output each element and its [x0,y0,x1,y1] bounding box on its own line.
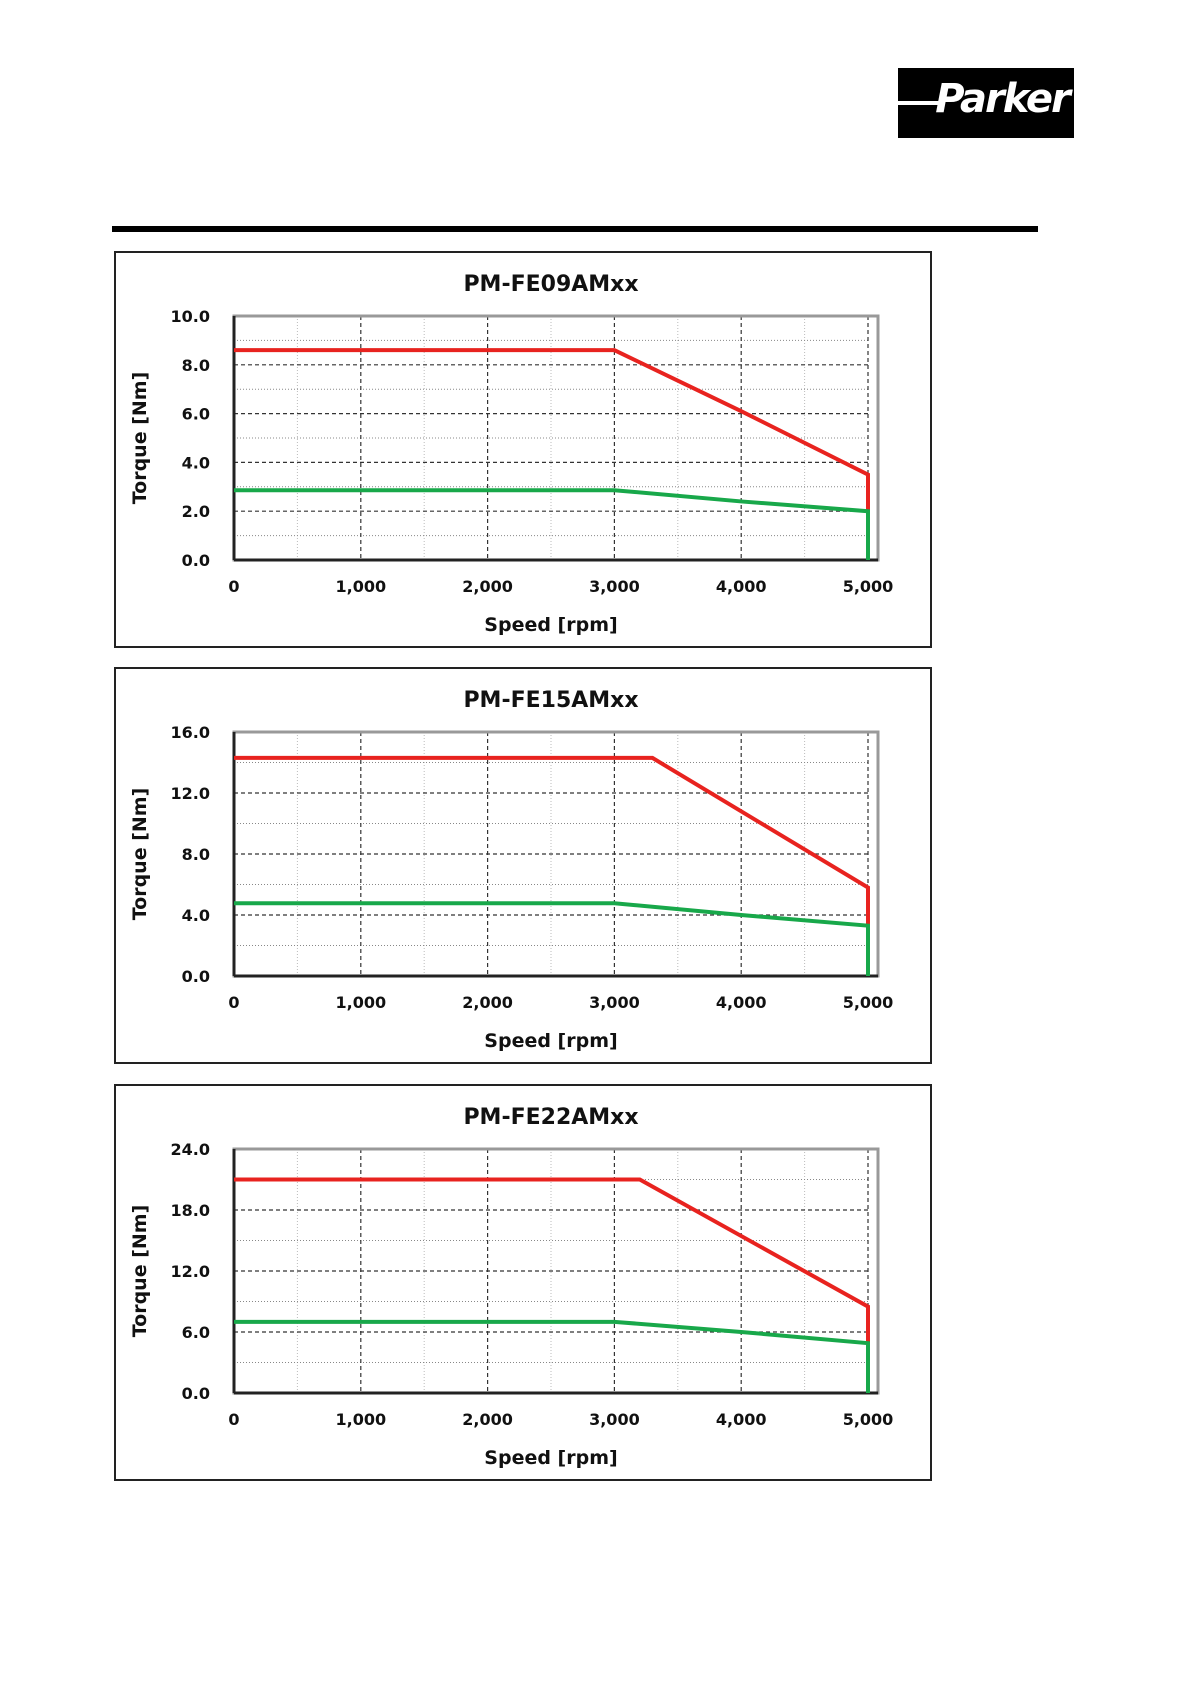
x-tick-label: 5,000 [843,577,894,596]
y-axis-label: Torque [Nm] [129,788,151,921]
chart-title: PM-FE09AMxx [463,272,638,297]
chart-title: PM-FE22AMxx [463,1105,638,1130]
x-tick-label: 3,000 [589,993,640,1012]
torque-chart-fe22: PM-FE22AMxx 0.0 6.0 12.0 18.0 24.0 0 1,000 2,000… [129,1105,894,1469]
x-tick-label: 2,000 [462,577,513,596]
x-tick-label: 4,000 [716,1410,767,1429]
y-tick-label: 6.0 [182,405,210,424]
x-tick-label: 0 [228,577,239,596]
x-tick-label: 4,000 [716,577,767,596]
parker-logo: Parker [898,68,1074,138]
y-tick-label: 12.0 [171,1262,210,1281]
y-tick-label: 0.0 [182,551,210,570]
x-tick-label: 3,000 [589,577,640,596]
y-tick-label: 10.0 [171,307,210,326]
series-line-peak [234,1177,870,1393]
torque-chart-fe15: PM-FE15AMxx 0.0 4.0 8.0 12.0 16.0 0 1,000 2,000 3… [129,688,894,1052]
y-axis-label: Torque [Nm] [129,372,151,505]
series-line-continuous [234,488,870,560]
torque-chart-fe09: PM-FE09AMxx 0.0 2.0 4.0 6.0 8.0 10.0 0 1,000 2,00… [129,272,894,636]
y-tick-label: 16.0 [171,723,210,742]
x-tick-label: 3,000 [589,1410,640,1429]
y-tick-label: 24.0 [171,1140,210,1159]
x-tick-label: 2,000 [462,993,513,1012]
y-tick-label: 6.0 [182,1323,210,1342]
x-tick-label: 0 [228,993,239,1012]
x-axis-label: Speed [rpm] [484,614,617,636]
y-tick-label: 4.0 [182,453,210,472]
x-axis-label: Speed [rpm] [484,1447,617,1469]
chart-panel-fe22: PM-FE22AMxx 0.0 6.0 12.0 18.0 24.0 0 1,000 2,000… [114,1084,932,1481]
y-tick-label: 0.0 [182,1384,210,1403]
logo-bar [898,101,942,105]
y-tick-label: 8.0 [182,356,210,375]
series-line-peak [234,348,870,560]
x-tick-label: 4,000 [716,993,767,1012]
y-axis-label: Torque [Nm] [129,1205,151,1338]
header-rule [112,226,1038,232]
x-axis-label: Speed [rpm] [484,1030,617,1052]
chart-panel-fe15: PM-FE15AMxx 0.0 4.0 8.0 12.0 16.0 0 1,000 2,000 3… [114,667,932,1064]
x-tick-label: 1,000 [335,993,386,1012]
series-line-peak [234,755,870,976]
x-tick-label: 0 [228,1410,239,1429]
series-line-continuous [234,1319,870,1393]
x-tick-label: 1,000 [335,1410,386,1429]
x-tick-label: 5,000 [843,993,894,1012]
y-tick-label: 2.0 [182,502,210,521]
y-tick-label: 0.0 [182,967,210,986]
x-tick-label: 5,000 [843,1410,894,1429]
y-tick-label: 8.0 [182,845,210,864]
x-tick-label: 2,000 [462,1410,513,1429]
y-tick-label: 4.0 [182,906,210,925]
y-tick-label: 18.0 [171,1201,210,1220]
logo-text: Parker [935,76,1071,122]
series-line-continuous [234,901,870,976]
y-tick-label: 12.0 [171,784,210,803]
chart-panel-fe09: PM-FE09AMxx 0.0 2.0 4.0 6.0 8.0 10.0 0 1,000 2,00… [114,251,932,648]
x-tick-label: 1,000 [335,577,386,596]
chart-title: PM-FE15AMxx [463,688,638,713]
